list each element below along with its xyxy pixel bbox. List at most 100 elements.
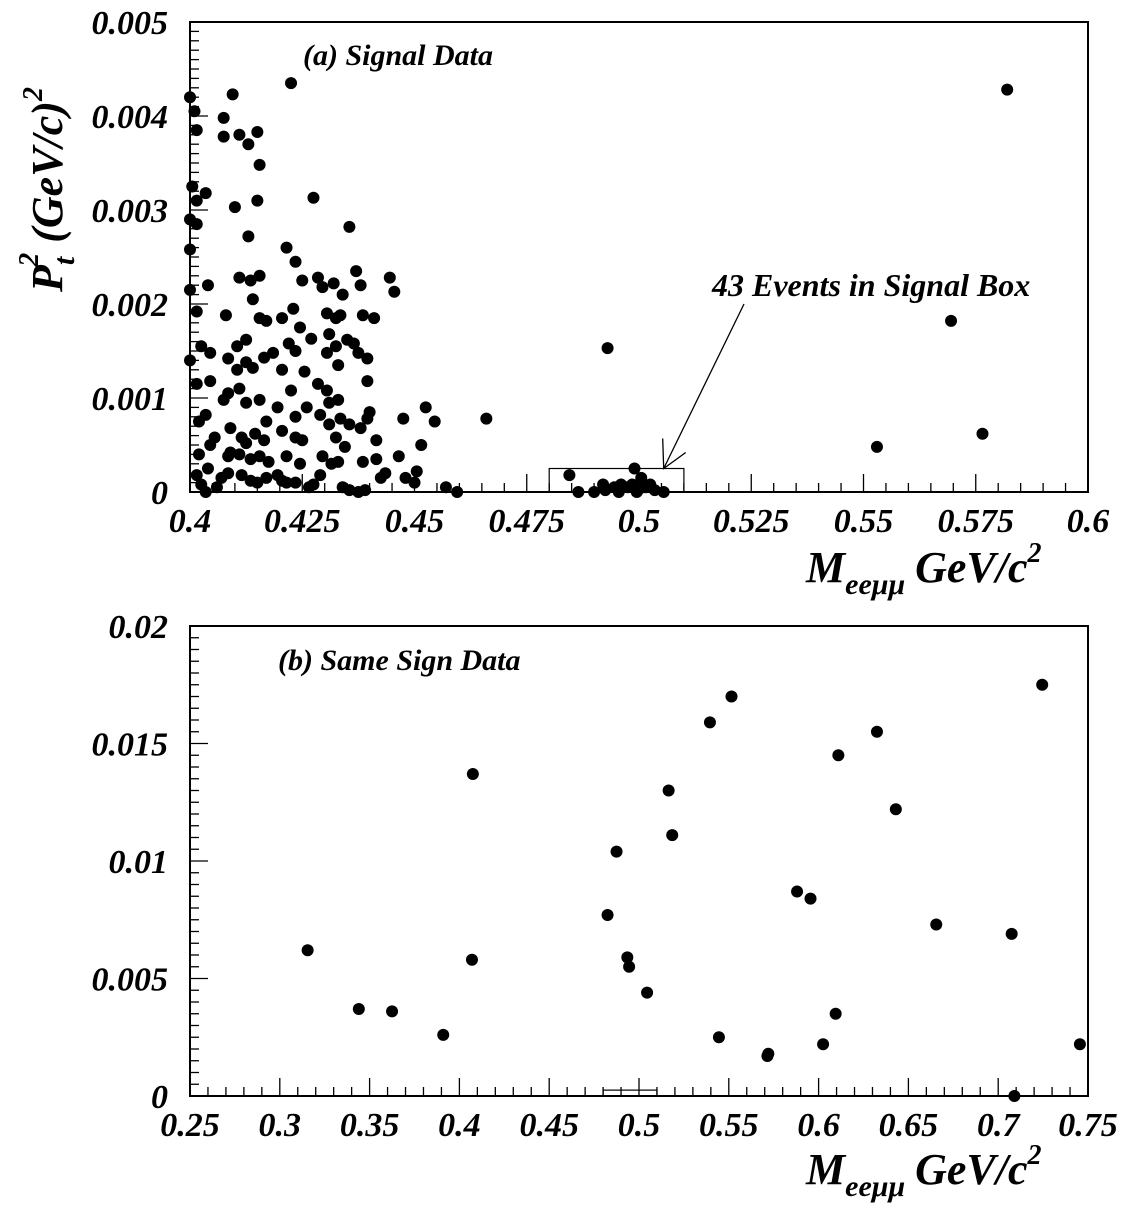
data-point: [224, 446, 237, 459]
data-point: [703, 716, 716, 729]
data-point: [597, 478, 610, 491]
data-point: [480, 412, 493, 425]
data-point: [253, 393, 266, 406]
data-point: [621, 951, 634, 964]
data-point: [305, 332, 318, 345]
data-point: [231, 340, 244, 353]
data-point: [572, 486, 585, 498]
data-point: [338, 440, 351, 453]
data-point: [285, 77, 298, 90]
data-point: [601, 342, 614, 355]
x-tick-label: 0.5: [618, 1107, 661, 1144]
data-point: [361, 352, 374, 365]
data-point: [289, 476, 302, 489]
x-tick-label: 0.425: [264, 503, 341, 540]
x-tick-label: 0.475: [489, 503, 566, 540]
data-point: [280, 450, 293, 463]
data-point: [251, 194, 264, 207]
data-point: [311, 271, 324, 284]
data-point: [192, 448, 205, 461]
panel-signal-data: 0.4 0.425 0.45 0.475 0.5 0.525 0.55 0.575 0.6 00…: [14, 5, 1109, 601]
data-point: [635, 471, 648, 484]
data-points-a: [184, 77, 1014, 498]
y-tick-labels-b: 0 0.005 0.01 0.015 0.02: [92, 609, 169, 1116]
data-point: [217, 130, 230, 143]
data-point: [287, 302, 300, 315]
data-point: [199, 486, 212, 498]
data-point: [204, 439, 217, 451]
data-point: [222, 352, 235, 365]
data-point: [235, 469, 248, 482]
data-point: [332, 393, 345, 406]
data-point: [307, 478, 320, 491]
data-point: [294, 321, 307, 334]
data-point: [285, 384, 298, 397]
data-point: [329, 431, 342, 444]
data-point: [356, 455, 369, 468]
data-point: [662, 784, 675, 797]
data-point: [298, 365, 311, 378]
data-point: [451, 486, 464, 498]
y-tick-label: 0: [151, 1079, 168, 1116]
data-point: [817, 1038, 830, 1051]
data-point: [415, 439, 428, 451]
x-tick-label: 0.45: [385, 503, 445, 540]
y-tick-label: 0.001: [92, 381, 169, 418]
data-point: [870, 725, 883, 738]
data-point: [343, 484, 356, 497]
data-point: [253, 269, 266, 282]
data-point: [267, 346, 280, 359]
data-point: [1036, 678, 1049, 691]
data-point: [352, 1003, 365, 1016]
data-point: [276, 312, 289, 325]
data-point: [399, 471, 412, 484]
x-tick-label: 0.4: [169, 503, 212, 540]
y-tick-label: 0.015: [92, 727, 169, 764]
data-point: [712, 1031, 725, 1044]
data-point: [437, 1028, 450, 1041]
data-point: [601, 909, 614, 922]
data-point: [612, 486, 625, 498]
data-point: [439, 481, 452, 494]
data-point: [725, 690, 738, 703]
data-point: [323, 418, 336, 431]
data-point: [320, 384, 333, 397]
data-point: [240, 437, 253, 450]
data-point: [240, 396, 253, 409]
data-point: [184, 283, 196, 296]
data-point: [323, 328, 336, 341]
data-point: [300, 401, 313, 414]
data-point: [260, 314, 273, 327]
x-tick-label: 0.55: [699, 1107, 759, 1144]
data-point: [222, 467, 235, 480]
data-point: [588, 486, 601, 498]
x-tick-label: 0.4: [438, 1107, 481, 1144]
data-point: [276, 363, 289, 376]
data-point: [623, 960, 636, 973]
data-point: [368, 312, 381, 325]
y-tick-label: 0.005: [92, 962, 169, 999]
y-tick-label: 0.003: [92, 193, 169, 230]
data-point: [184, 243, 196, 256]
data-point: [804, 892, 817, 905]
data-point: [320, 346, 333, 359]
data-point: [363, 406, 376, 419]
data-point: [289, 345, 302, 357]
data-point: [190, 194, 203, 207]
data-point: [466, 768, 479, 781]
data-point: [641, 986, 654, 999]
x-tick-label: 0.55: [834, 503, 894, 540]
data-point: [352, 346, 365, 359]
data-point: [379, 467, 392, 480]
data-point: [350, 265, 363, 278]
data-point: [280, 241, 293, 254]
data-point: [633, 483, 645, 496]
data-point: [201, 462, 214, 475]
signal-box-b: [602, 1089, 658, 1097]
x-tick-label: 0.35: [340, 1107, 400, 1144]
data-point: [301, 944, 314, 957]
y-tick-label: 0.02: [109, 609, 169, 646]
data-point: [1001, 83, 1014, 96]
data-point: [332, 359, 345, 372]
data-point: [233, 382, 246, 395]
